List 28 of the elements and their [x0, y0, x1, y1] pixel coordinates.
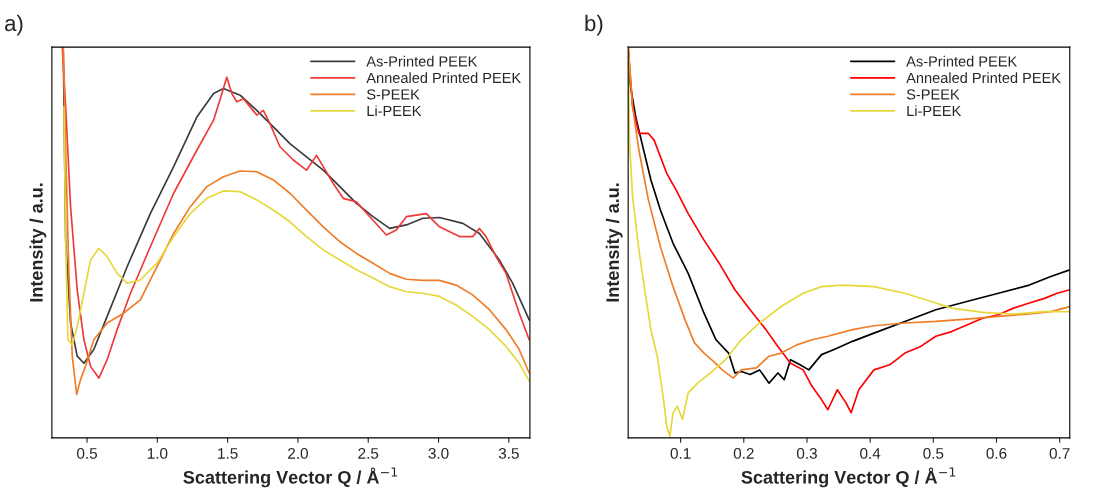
x-tick-label: 3.5	[498, 448, 519, 459]
x-tick-label: 0.5	[77, 448, 98, 459]
x-tick-label: 3.0	[428, 448, 449, 459]
legend-label: Annealed Printed PEEK	[366, 72, 522, 84]
x-tick-label: 0.1	[670, 448, 691, 459]
x-tick-label: 0.3	[796, 448, 817, 459]
legend-label: Annealed Printed PEEK	[906, 72, 1061, 84]
legend-label: Li-PEEK	[367, 105, 422, 116]
chart-title: a)	[5, 14, 23, 36]
legend-label: As-Printed PEEK	[906, 55, 1018, 67]
x-tick-label: 0.5	[923, 448, 944, 459]
x-tick-label: 1.5	[218, 448, 238, 459]
x-tick-label: 0.6	[986, 448, 1007, 459]
legend-label: As-Printed PEEK	[366, 55, 478, 67]
x-tick-label: 0.4	[860, 448, 881, 459]
x-tick-label: 0.2	[733, 448, 754, 459]
x-tick-label: 2.5	[358, 448, 379, 459]
x-axis-title: Scattering Vector Q / Å$^{−1}$	[183, 467, 398, 488]
y-axis-title: Intensity / a.u.	[605, 183, 623, 302]
legend-label: S-PEEK	[366, 89, 420, 100]
y-axis-title: Intensity / a.u.	[29, 183, 47, 302]
legend-label: S-PEEK	[906, 89, 960, 100]
legend-label: Li-PEEK	[907, 105, 962, 116]
x-tick-label: 1.0	[147, 448, 168, 459]
x-tick-label: 2.0	[288, 448, 308, 459]
x-tick-label: 0.7	[1049, 448, 1070, 459]
chart-title: b)	[585, 14, 603, 36]
x-axis-title: Scattering Vector Q / Å$^{−1}$	[741, 467, 956, 488]
